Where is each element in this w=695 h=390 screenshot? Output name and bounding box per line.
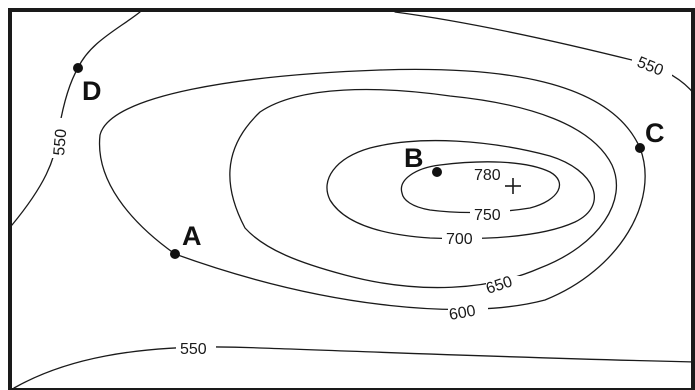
point-b-label: B: [404, 143, 424, 173]
point-d-label: D: [82, 76, 102, 106]
contour-label-600: 600: [448, 303, 477, 324]
point-d: D: [73, 63, 102, 106]
contour-550-south: [13, 346, 695, 389]
point-c-dot: [635, 143, 645, 153]
contour-label-700: 700: [446, 231, 473, 248]
contour-label-550-south: 550: [180, 341, 207, 358]
point-b: B: [404, 143, 442, 177]
point-a: A: [170, 221, 202, 259]
contour-550-northeast: [394, 11, 695, 96]
point-a-label: A: [182, 221, 202, 251]
point-c-label: C: [645, 118, 665, 148]
point-c: C: [635, 118, 665, 153]
contour-550-northwest: [11, 11, 141, 226]
map-frame: [8, 8, 695, 390]
contour-label-550-west: 550: [51, 128, 70, 156]
contour-600: [98, 68, 646, 311]
summit-marker: [505, 178, 521, 194]
point-a-dot: [170, 249, 180, 259]
summit-elevation-label: 780: [474, 167, 501, 184]
point-b-dot: [432, 167, 442, 177]
point-d-dot: [73, 63, 83, 73]
contour-650: [229, 88, 617, 289]
contour-750: [400, 161, 561, 214]
contour-700: [326, 139, 595, 240]
contour-label-750: 750: [474, 207, 501, 224]
